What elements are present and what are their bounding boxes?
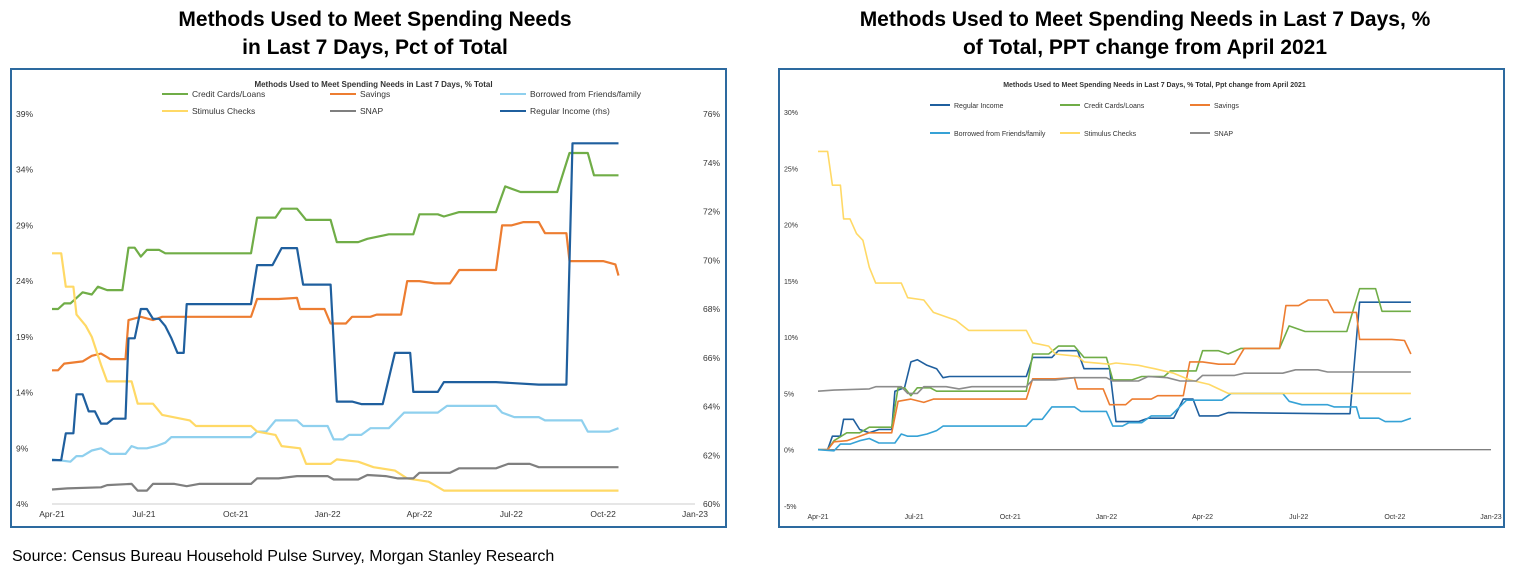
right-x-tick-label: Oct-22	[1384, 514, 1405, 521]
left-y-tick-label: 4%	[16, 499, 29, 509]
right-inner-title: Methods Used to Meet Spending Needs in L…	[1003, 82, 1306, 89]
left-y2-tick-label: 66%	[703, 353, 720, 363]
left-y-tick-label: 19%	[16, 332, 33, 342]
right-legend-label-snap: SNAP	[1214, 131, 1233, 138]
left-y-tick-label: 29%	[16, 220, 33, 230]
left-legend-label-savings: Savings	[360, 89, 390, 99]
left-y-tick-label: 24%	[16, 276, 33, 286]
left-x-tick-label: Jan-22	[315, 509, 341, 519]
left-series-line-savings	[52, 221, 620, 372]
left-y2-tick-label: 68%	[703, 304, 720, 314]
right-chart-title-line-2: of Total, PPT change from April 2021	[962, 36, 1328, 59]
right-y-tick-label: 20%	[784, 223, 798, 230]
left-y2-tick-label: 64%	[703, 402, 720, 412]
right-y-tick-label: 15%	[784, 279, 798, 286]
left-series-line-regular-income-rhs	[52, 142, 619, 462]
left-y2-tick-label: 72%	[703, 207, 720, 217]
right-legend-label-stimulus-checks: Stimulus Checks	[1084, 131, 1137, 138]
left-x-tick-label: Jul-22	[500, 509, 523, 519]
right-x-tick-label: Jul-22	[1289, 514, 1308, 521]
left-x-tick-label: Oct-22	[590, 509, 616, 519]
left-x-tick-label: Jul-21	[132, 509, 155, 519]
right-x-tick-label: Oct-21	[1000, 514, 1021, 521]
left-chart-title: Methods Used to Meet Spending Needs in L…	[80, 6, 670, 62]
left-y2-tick-label: 70%	[703, 255, 720, 265]
left-y2-tick-label: 60%	[703, 499, 720, 509]
right-series-line-credit-cards-loans	[818, 287, 1411, 451]
right-y-tick-label: 25%	[784, 166, 798, 173]
right-chart-panel: Methods Used to Meet Spending Needs in L…	[778, 68, 1505, 528]
right-chart-title-line-1: Methods Used to Meet Spending Needs in L…	[859, 8, 1431, 31]
left-x-tick-label: Jan-23	[682, 509, 708, 519]
right-legend-label-credit-cards-loans: Credit Cards/Loans	[1084, 103, 1145, 110]
right-chart-title: Methods Used to Meet Spending Needs in L…	[780, 6, 1510, 62]
source-note: Source: Census Bureau Household Pulse Su…	[12, 548, 555, 565]
left-series-line-stimulus-checks	[52, 252, 619, 492]
left-y-tick-label: 34%	[16, 165, 33, 175]
left-series-line-credit-cards-loans	[52, 151, 619, 311]
left-y-tick-label: 39%	[16, 109, 33, 119]
left-y2-tick-label: 76%	[703, 109, 720, 119]
right-y-tick-label: 5%	[784, 391, 794, 398]
right-y-tick-label: 0%	[784, 448, 794, 455]
left-y2-tick-label: 62%	[703, 450, 720, 460]
right-x-tick-label: Jul-21	[905, 514, 924, 521]
right-legend-label-savings: Savings	[1214, 103, 1239, 110]
left-chart-title-line-1: Methods Used to Meet Spending Needs	[178, 8, 572, 31]
right-y-tick-label: 30%	[784, 110, 798, 117]
left-legend-label-stimulus-checks: Stimulus Checks	[192, 106, 255, 116]
right-series-line-stimulus-checks	[818, 150, 1411, 395]
right-series-line-regular-income	[818, 301, 1411, 451]
left-legend-label-snap: SNAP	[360, 106, 383, 116]
left-y-tick-label: 9%	[16, 443, 29, 453]
right-x-tick-label: Jan-23	[1480, 514, 1502, 521]
left-legend-label-borrowed-from-friends-family: Borrowed from Friends/family	[530, 89, 642, 99]
left-chart-panel: Methods Used to Meet Spending Needs in L…	[10, 68, 727, 528]
left-y2-tick-label: 74%	[703, 158, 720, 168]
left-chart-title-line-2: in Last 7 Days, Pct of Total	[242, 36, 508, 59]
left-x-tick-label: Apr-22	[407, 509, 433, 519]
right-x-tick-label: Apr-21	[807, 514, 828, 521]
right-legend-label-regular-income: Regular Income	[954, 103, 1004, 110]
left-y-tick-label: 14%	[16, 388, 33, 398]
left-series-line-snap	[51, 462, 619, 492]
right-y-tick-label: 10%	[784, 335, 798, 342]
left-chart-svg: Methods Used to Meet Spending Needs in L…	[16, 80, 720, 519]
right-x-tick-label: Apr-22	[1192, 514, 1213, 521]
right-series-line-savings	[818, 299, 1412, 451]
right-chart-svg: Methods Used to Meet Spending Needs in L…	[784, 82, 1502, 521]
right-x-tick-label: Jan-22	[1096, 514, 1118, 521]
left-legend-label-regular-income-rhs: Regular Income (rhs)	[530, 106, 610, 116]
left-inner-title: Methods Used to Meet Spending Needs in L…	[254, 80, 492, 89]
right-series-line-snap	[817, 368, 1411, 395]
right-series-line-borrowed-from-friends-family	[817, 392, 1412, 452]
left-series-line-borrowed-from-friends-family	[51, 404, 619, 463]
right-legend-label-borrowed-from-friends-family: Borrowed from Friends/family	[954, 131, 1046, 138]
left-legend-label-credit-cards-loans: Credit Cards/Loans	[192, 89, 265, 99]
left-x-tick-label: Oct-21	[223, 509, 249, 519]
left-x-tick-label: Apr-21	[39, 509, 65, 519]
right-y-tick-label: -5%	[784, 504, 796, 511]
